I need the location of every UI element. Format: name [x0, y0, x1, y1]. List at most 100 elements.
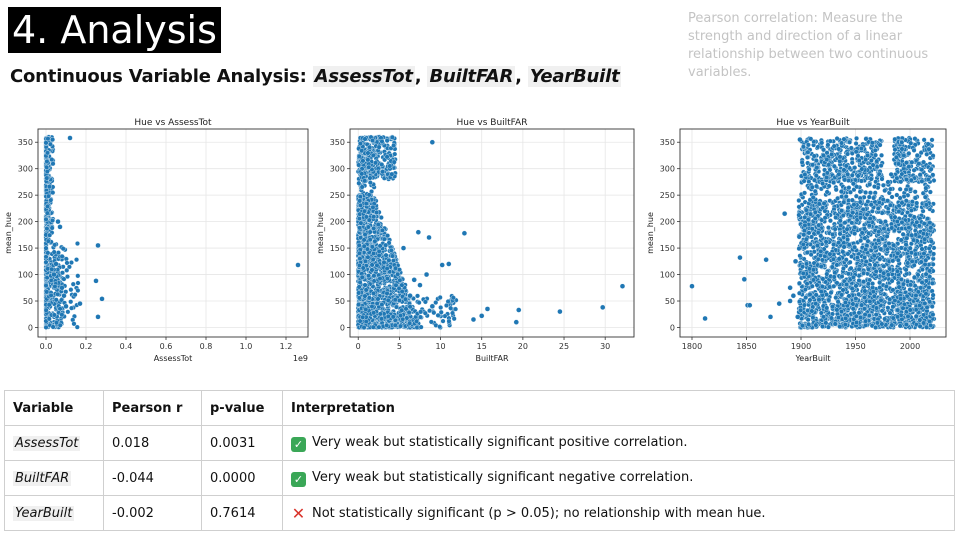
scatter-point: [885, 198, 890, 204]
scatter-point: [422, 299, 428, 305]
scatter-point: [921, 221, 927, 227]
scatter-point: [899, 219, 905, 225]
scatter-point: [850, 306, 856, 312]
scatter-point: [390, 314, 396, 320]
scatter-point: [927, 274, 933, 280]
scatter-point: [834, 307, 840, 313]
scatter-point: [872, 262, 878, 268]
scatter-point: [849, 220, 855, 226]
data-point: [67, 135, 73, 141]
scatter-point: [64, 260, 70, 266]
scatter-point: [856, 273, 862, 279]
scatter-point: [832, 321, 838, 327]
scatter-point: [839, 208, 845, 214]
data-point: [619, 283, 626, 289]
x-axis-label: BuiltFAR: [475, 354, 508, 363]
scatter-point: [356, 162, 362, 168]
scatter-point: [437, 294, 443, 300]
scatter-point: [853, 313, 859, 319]
scatter-point: [367, 144, 373, 150]
scatter-point: [923, 271, 929, 277]
x-tick-label: 0.8: [200, 342, 213, 351]
scatter-point: [895, 307, 901, 313]
x-tick-label: 1900: [791, 342, 811, 351]
y-tick-label: 50: [335, 297, 345, 306]
scatter-point: [798, 307, 804, 313]
scatter-point: [49, 225, 55, 231]
scatter-point: [887, 202, 893, 208]
scatter-point: [796, 280, 802, 286]
scatter-point: [875, 205, 881, 211]
scatter-point: [830, 232, 836, 238]
scatter-point: [869, 208, 875, 214]
scatter-point: [899, 316, 905, 322]
y-tick-label: 300: [18, 165, 33, 174]
scatter-point: [921, 320, 927, 326]
scatter-point: [890, 304, 896, 310]
scatter-point: [917, 317, 923, 323]
scatter-point: [379, 316, 385, 322]
scatter-point: [45, 203, 50, 209]
scatter-point: [376, 324, 382, 330]
scatter-point: [806, 230, 812, 236]
x-axis-multiplier: 1e9: [293, 354, 308, 363]
scatter-point: [889, 278, 895, 284]
scatter-point: [377, 243, 383, 249]
y-tick-label: 100: [660, 271, 675, 280]
scatter-point: [854, 320, 859, 325]
scatter-point: [388, 247, 394, 253]
scatter-point: [371, 273, 377, 279]
scatter-point: [43, 307, 49, 313]
y-tick-label: 250: [660, 191, 675, 200]
scatter-point: [406, 309, 412, 315]
y-tick-label: 250: [18, 191, 33, 200]
scatter-point: [850, 274, 856, 280]
scatter-point: [366, 192, 372, 198]
scatter-point: [898, 245, 904, 251]
data-point: [53, 261, 59, 267]
scatter-point: [844, 226, 850, 232]
scatter-point: [45, 250, 51, 256]
data-point: [470, 316, 477, 323]
scatter-point: [871, 293, 877, 299]
scatter-point: [50, 137, 56, 143]
scatter-point: [46, 193, 51, 199]
scatter-point: [900, 231, 906, 237]
scatter-point: [916, 223, 922, 229]
scatter-point: [43, 324, 49, 330]
subtitle-var-assesstot: AssessTot: [312, 66, 415, 87]
scatter-point: [357, 318, 363, 324]
data-point: [429, 303, 436, 310]
scatter-point: [379, 302, 385, 308]
scatter-point: [832, 270, 838, 276]
scatter-point: [865, 266, 871, 272]
y-tick-label: 100: [18, 271, 33, 280]
scatter-point: [824, 291, 829, 297]
scatter-point: [843, 299, 849, 305]
scatter-point: [356, 284, 362, 290]
scatter-point: [878, 219, 884, 225]
x-tick-label: 10: [435, 342, 445, 351]
scatter-point: [362, 136, 368, 142]
scatter-point: [922, 236, 928, 242]
scatter-point: [857, 215, 863, 221]
scatter-point: [384, 138, 390, 144]
data-point: [59, 285, 65, 291]
scatter-point: [370, 204, 376, 210]
scatter-point: [356, 302, 362, 308]
scatter-point: [369, 262, 375, 268]
scatter-point: [885, 272, 891, 278]
scatter-point: [395, 271, 401, 277]
scatter-point: [894, 219, 900, 225]
scatter-point: [366, 217, 372, 223]
scatter-point: [44, 226, 50, 232]
scatter-point: [359, 148, 365, 154]
scatter-point: [807, 297, 813, 303]
scatter-point: [363, 319, 369, 324]
scatter-point: [894, 268, 900, 274]
scatter-point: [70, 281, 76, 287]
scatter-point: [376, 248, 382, 254]
scatter-point: [804, 250, 810, 255]
scatter-point: [923, 278, 929, 284]
scatter-point: [808, 252, 814, 258]
